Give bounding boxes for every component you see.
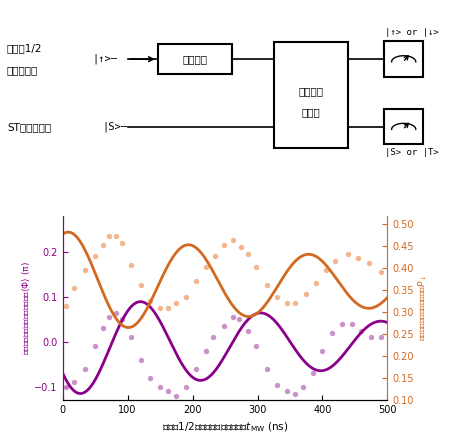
Point bbox=[91, 253, 99, 260]
Point bbox=[354, 255, 361, 262]
Point bbox=[70, 284, 78, 291]
X-axis label: スピン1/2量子ビット操作時間，$t_\mathrm{MW}$ (ns): スピン1/2量子ビット操作時間，$t_\mathrm{MW}$ (ns) bbox=[162, 421, 288, 434]
Point bbox=[308, 370, 316, 377]
Point bbox=[106, 313, 113, 320]
Point bbox=[146, 298, 154, 305]
Point bbox=[70, 379, 78, 386]
Point bbox=[219, 323, 227, 330]
Text: 制御位相: 制御位相 bbox=[298, 86, 323, 96]
Point bbox=[99, 242, 106, 249]
Point bbox=[244, 250, 251, 257]
Point bbox=[156, 304, 163, 312]
Text: |S>─: |S>─ bbox=[102, 121, 127, 132]
Point bbox=[263, 365, 270, 372]
Point bbox=[99, 325, 106, 332]
Point bbox=[376, 268, 384, 275]
Point bbox=[237, 244, 244, 251]
Point bbox=[201, 264, 209, 271]
Point bbox=[338, 320, 345, 327]
Point bbox=[299, 383, 306, 390]
Point bbox=[201, 347, 209, 354]
Point bbox=[318, 347, 325, 354]
Point bbox=[302, 291, 309, 298]
Point bbox=[252, 264, 259, 271]
Point bbox=[182, 383, 189, 390]
Text: 量子ビット: 量子ビット bbox=[7, 65, 38, 75]
Point bbox=[219, 242, 227, 249]
Text: |↑>─: |↑>─ bbox=[93, 54, 118, 64]
Point bbox=[244, 327, 251, 334]
Text: ST量子ビット: ST量子ビット bbox=[7, 122, 51, 132]
Point bbox=[62, 383, 69, 390]
Point bbox=[282, 388, 290, 395]
Text: ゲート: ゲート bbox=[301, 107, 319, 117]
Point bbox=[119, 316, 126, 323]
Point bbox=[367, 334, 374, 341]
Point bbox=[164, 304, 171, 312]
Point bbox=[347, 320, 355, 327]
Point bbox=[291, 300, 298, 307]
Point bbox=[127, 262, 134, 269]
Point bbox=[357, 327, 364, 334]
Y-axis label: 誘調位相のアンサンブル平均，$\langle\Phi\rangle$ (π): 誘調位相のアンサンブル平均，$\langle\Phi\rangle$ (π) bbox=[20, 261, 31, 355]
Point bbox=[192, 278, 199, 285]
Text: 回転操作: 回転操作 bbox=[182, 54, 207, 64]
Point bbox=[291, 390, 298, 397]
Point bbox=[137, 356, 144, 363]
Point bbox=[209, 334, 217, 341]
Point bbox=[172, 392, 180, 400]
Point bbox=[156, 383, 163, 390]
Text: スピン1/2: スピン1/2 bbox=[7, 44, 43, 54]
Point bbox=[252, 343, 259, 350]
Bar bbox=[383, 109, 422, 144]
Point bbox=[365, 260, 372, 267]
Point bbox=[127, 334, 134, 341]
Point bbox=[229, 313, 236, 320]
Point bbox=[137, 282, 144, 289]
Point bbox=[112, 232, 119, 239]
Point bbox=[273, 381, 280, 388]
Point bbox=[229, 237, 236, 244]
Point bbox=[328, 329, 335, 336]
Bar bbox=[273, 42, 347, 148]
Point bbox=[273, 293, 280, 300]
Point bbox=[263, 282, 270, 289]
Point bbox=[192, 365, 199, 372]
Point bbox=[172, 300, 180, 307]
Bar bbox=[383, 41, 422, 77]
Text: |↑> or |↓>: |↑> or |↓> bbox=[384, 29, 438, 37]
Point bbox=[164, 388, 171, 395]
Point bbox=[376, 334, 384, 341]
Point bbox=[182, 293, 189, 300]
Point bbox=[282, 300, 290, 307]
Point bbox=[91, 343, 99, 350]
Bar bbox=[157, 44, 232, 74]
Point bbox=[211, 253, 219, 260]
Point bbox=[321, 266, 329, 273]
Point bbox=[146, 374, 154, 381]
Point bbox=[119, 239, 126, 246]
Text: |S> or |T>: |S> or |T> bbox=[384, 148, 438, 158]
Point bbox=[106, 232, 113, 239]
Point bbox=[112, 309, 119, 316]
Point bbox=[344, 250, 351, 257]
Point bbox=[81, 266, 89, 273]
Point bbox=[235, 316, 243, 323]
Point bbox=[312, 280, 319, 287]
Point bbox=[62, 302, 69, 309]
Point bbox=[81, 365, 89, 372]
Y-axis label: 下状態アンサンブル濃度，$P_\downarrow$: 下状態アンサンブル濃度，$P_\downarrow$ bbox=[416, 275, 428, 341]
Point bbox=[331, 257, 338, 264]
